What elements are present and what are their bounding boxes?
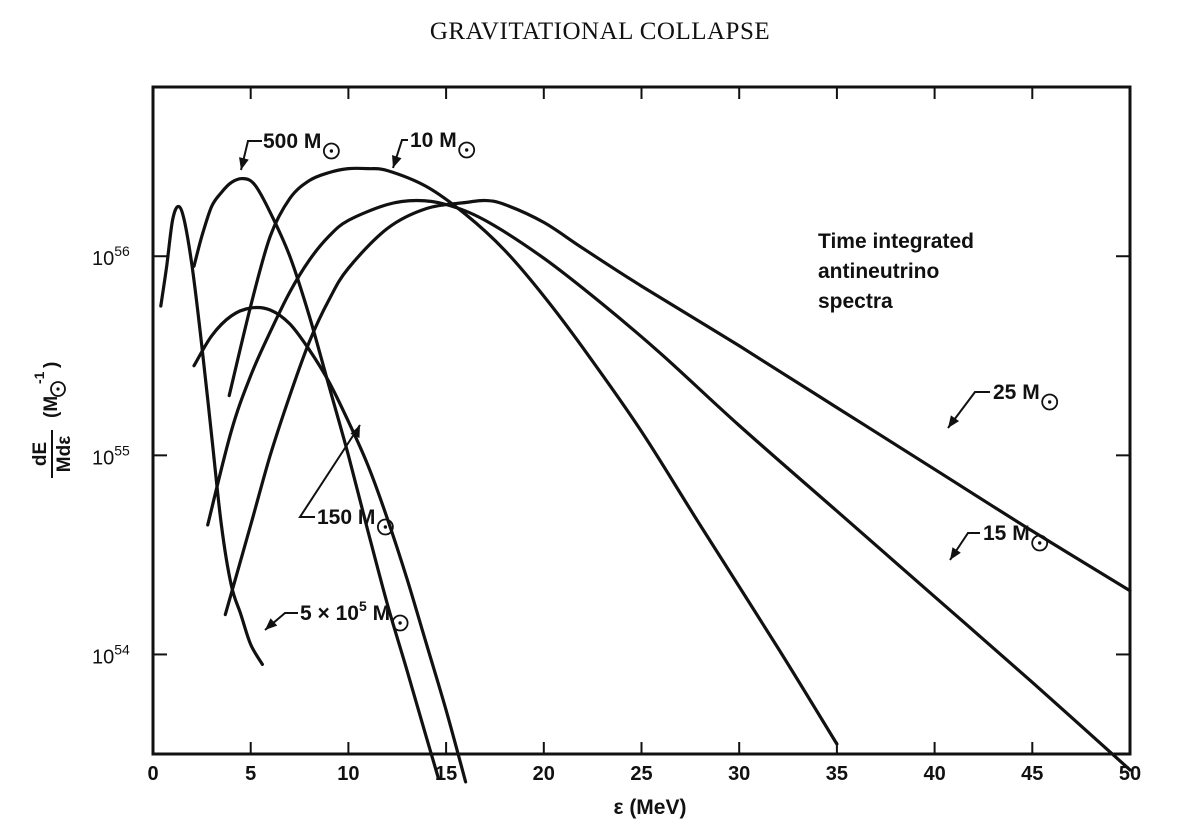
label-arrowhead-3 (265, 618, 278, 630)
sun-symbol-icon (391, 614, 409, 632)
y-tick-label: 1054 (92, 641, 130, 668)
annotation-line-1: Time integrated (818, 230, 974, 253)
y-axis-label-unit-exponent: -1 (31, 371, 47, 384)
series-line-5 (223, 198, 1132, 617)
label-leaders (239, 139, 990, 631)
label-leader-2 (298, 424, 361, 518)
label-arrowhead-2 (350, 425, 360, 438)
label-arrowhead-1 (392, 155, 402, 168)
series-line-4 (206, 198, 1132, 772)
y-axis-label: dE Mdε (M -1 ) (30, 362, 75, 478)
x-tick-label: 40 (923, 763, 945, 785)
y-tick-label: 1055 (92, 442, 130, 469)
annotation-line-3: spectra (818, 290, 893, 313)
y-axis-label-denominator: Mdε (54, 436, 75, 472)
series-label-4: 25 M (993, 381, 1040, 404)
sun-symbol-icon (376, 518, 394, 536)
label-arrowhead-4 (948, 415, 960, 428)
sun-symbol-icon (458, 141, 476, 159)
x-tick-label: 50 (1119, 763, 1141, 785)
page-title: GRAVITATIONAL COLLAPSE (429, 18, 771, 45)
x-tick-label: 15 (435, 763, 457, 785)
series-label-5: 15 M (983, 522, 1030, 545)
x-tick-label: 30 (728, 763, 750, 785)
y-tick-label: 1056 (92, 243, 130, 270)
series-line-1 (192, 176, 440, 780)
label-arrowhead-5 (950, 547, 961, 560)
series-line-2 (192, 305, 468, 784)
x-tick-label: 20 (533, 763, 555, 785)
series-labels: 500 M 10 M 150 M 5 × 105 M 25 M 15 M (263, 129, 1059, 632)
series-label-1: 10 M (410, 129, 457, 152)
series-line-3 (227, 166, 839, 746)
y-axis-label-unit-prefix: (M (41, 396, 62, 418)
series-label-0: 500 M (263, 130, 321, 153)
series-curves (159, 166, 1132, 784)
axis-ticks: 0 5 10 15 20 25 30 35 40 45 50 1056 1055 1054 (92, 87, 1141, 785)
label-arrowhead-0 (239, 157, 249, 170)
sun-symbol-icon (50, 381, 66, 397)
x-tick-label: 0 (147, 763, 158, 785)
x-tick-label: 45 (1021, 763, 1043, 785)
x-tick-label: 5 (245, 763, 256, 785)
sun-symbol-icon (1041, 393, 1059, 411)
y-axis-label-numerator: dE (30, 442, 51, 466)
annotation-line-2: antineutrino (818, 260, 939, 283)
annotation: Time integrated antineutrino spectra (818, 230, 974, 313)
x-tick-label: 25 (630, 763, 652, 785)
x-tick-label: 10 (337, 763, 359, 785)
label-leader-4 (947, 391, 990, 429)
y-axis-label-unit-suffix: ) (41, 362, 62, 368)
series-label-2: 150 M (317, 506, 375, 529)
sun-symbol-icon (1031, 534, 1049, 552)
x-axis-label: ε (MeV) (614, 796, 687, 819)
series-line-0 (159, 204, 264, 666)
sun-symbol-icon (322, 142, 340, 160)
x-tick-label: 35 (826, 763, 848, 785)
series-label-3: 5 × 105 M (300, 598, 390, 625)
